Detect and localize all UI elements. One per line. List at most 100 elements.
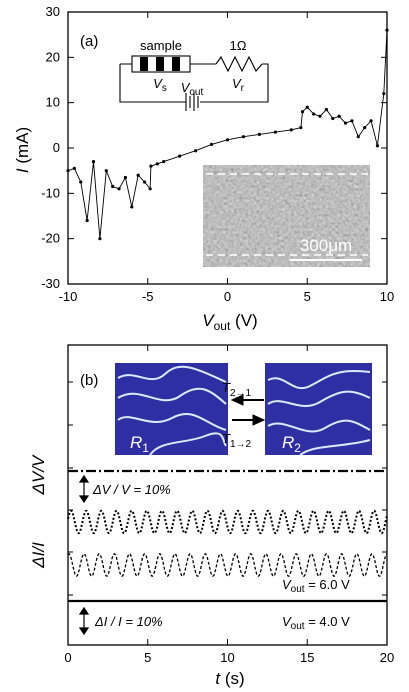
- panel-label-b: (b): [80, 372, 98, 389]
- svg-text:ΔV/V: ΔV/V: [29, 454, 48, 495]
- y-axis-label-b-bottom: ΔI/I: [29, 542, 48, 569]
- data-point: [85, 218, 89, 223]
- micrograph-inset: 300μm: [203, 165, 370, 267]
- x-tick-label: -5: [142, 289, 154, 304]
- data-point: [318, 114, 322, 118]
- data-point: [337, 114, 341, 118]
- data-point: [312, 112, 316, 116]
- x-tick-label: 10: [380, 289, 394, 304]
- data-point: [136, 173, 140, 177]
- x-tick-label: -10: [59, 289, 78, 304]
- data-point: [66, 169, 70, 173]
- data-point: [72, 166, 76, 170]
- x-tick-label-b: 20: [380, 650, 394, 665]
- data-point: [148, 187, 152, 191]
- x-tick-label-b: 15: [300, 650, 314, 665]
- x-axis-label-b: t (s): [215, 669, 244, 688]
- trace-di-6v: [67, 553, 388, 577]
- battery-symbol: [185, 93, 199, 111]
- data-point: [241, 135, 246, 139]
- y-tick-label: 30: [46, 4, 60, 19]
- sample-electrode-3: [172, 57, 180, 71]
- vr-label: Vr: [232, 76, 245, 94]
- ticks-a: -10 -5 0 5 10 -30 -20 -10 0 10 20 30: [41, 4, 394, 304]
- micrograph-scale-label: 300μm: [300, 236, 352, 255]
- y-tick-label: 10: [46, 95, 60, 110]
- sample-electrode-1: [140, 57, 148, 71]
- y-axis-label-unit: (mA): [13, 127, 32, 169]
- data-point: [375, 144, 380, 148]
- data-point: [130, 205, 134, 209]
- y-tick-label: -30: [41, 276, 60, 291]
- data-point: [162, 160, 166, 164]
- x-tick-label-b: 10: [220, 650, 234, 665]
- data-point: [299, 126, 303, 130]
- data-point: [178, 154, 182, 158]
- state-inset-right: R2: [265, 363, 372, 456]
- data-point: [324, 107, 328, 112]
- y-tick-label: -10: [41, 185, 60, 200]
- data-point: [111, 184, 115, 189]
- panel-a: -10 -5 0 5 10 -30 -20 -10 0 10 20 30 (a) I (mA) Vou…: [13, 4, 394, 333]
- scalebar-dv: [78, 474, 90, 504]
- transition-label-lower: T1→2: [222, 431, 252, 450]
- data-point: [257, 132, 261, 136]
- transition-arrow-upper: [230, 394, 264, 406]
- scalebar-dv-label: ΔV / V = 10%: [92, 482, 171, 497]
- state-inset-left: R1: [115, 363, 228, 456]
- y-axis-label-b-top: ΔV/V: [29, 454, 48, 495]
- annotation-vout-6v: Vout = 6.0 V: [282, 577, 350, 595]
- scalebar-di: [78, 606, 90, 636]
- annotation-vout-4v: Vout = 4.0 V: [282, 614, 350, 632]
- transition-arrow-lower: [232, 414, 266, 426]
- x-axis-label-symbol: V: [202, 311, 215, 330]
- data-point: [273, 130, 277, 134]
- x-axis-label-a: Vout (V): [202, 311, 257, 333]
- resistor-label: 1Ω: [230, 38, 247, 53]
- data-point: [382, 92, 386, 96]
- y-tick-label: -20: [41, 231, 60, 246]
- data-point: [123, 175, 128, 180]
- data-point: [142, 180, 147, 184]
- panel-label-a: (a): [80, 33, 98, 50]
- data-point: [369, 119, 373, 123]
- x-tick-label: 0: [224, 289, 231, 304]
- data-point: [149, 164, 153, 168]
- svg-text:I (mA): I (mA): [13, 127, 32, 173]
- x-tick-label-b: 0: [64, 650, 71, 665]
- state-label-r2: R2: [282, 433, 301, 455]
- data-point: [300, 110, 305, 114]
- data-point: [225, 138, 230, 142]
- data-point: [331, 116, 335, 121]
- circuit-wires: [119, 63, 269, 103]
- ticks-b: 0 5 10 15 20: [64, 345, 394, 665]
- circuit-inset: [119, 55, 269, 111]
- y-axis-label-symbol: I: [13, 168, 32, 173]
- data-point: [209, 142, 214, 146]
- data-point: [194, 149, 198, 153]
- data-point: [117, 187, 121, 191]
- x-axis-label-unit: (V): [230, 311, 257, 330]
- data-point: [356, 135, 360, 139]
- svg-text:ΔI/I: ΔI/I: [29, 542, 48, 569]
- data-point: [385, 28, 389, 32]
- trace-dv-6v: [67, 509, 388, 535]
- y-tick-label: 0: [53, 140, 60, 155]
- state-label-r1: R1: [130, 433, 149, 455]
- micrograph-texture: [203, 165, 370, 267]
- data-point: [155, 162, 159, 166]
- state-inset-left-fill: [115, 363, 228, 455]
- y-axis-label-a: I (mA): [13, 127, 32, 173]
- sample-electrode-2: [156, 57, 164, 71]
- resistor-zigzag: [215, 55, 263, 73]
- series-points-a: [66, 28, 389, 241]
- x-tick-label-b: 5: [144, 650, 151, 665]
- panel-b: 0 5 10 15 20 (b) ΔV/V ΔI/I t (s) ΔV / V = 10…: [29, 344, 394, 688]
- data-point: [104, 169, 108, 173]
- data-point: [289, 128, 293, 132]
- x-axis-label-sub: out: [214, 319, 231, 333]
- data-point: [79, 180, 83, 184]
- data-point: [343, 121, 348, 125]
- data-point: [363, 126, 367, 130]
